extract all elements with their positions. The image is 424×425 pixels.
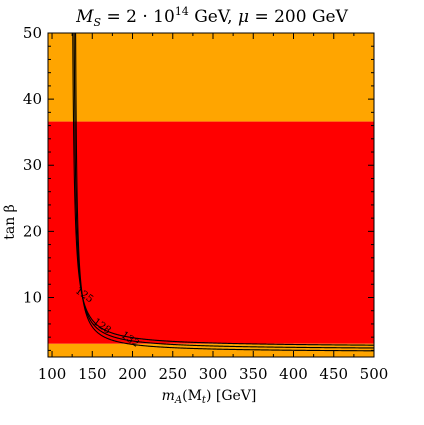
region-layer (48, 33, 374, 357)
x-tick-label: 450 (319, 365, 348, 383)
contour-128 (72, 32, 375, 349)
contour-layer (71, 32, 375, 352)
x-tick-label: 500 (360, 365, 389, 383)
chart-title: MS = 2 · 1014 GeV, μ = 200 GeV (75, 5, 348, 29)
y-tick-label: 30 (23, 156, 42, 174)
y-tick-label: 40 (23, 90, 42, 108)
region-upper (48, 33, 374, 122)
plot-frame (47, 32, 375, 358)
y-axis-label: tan β (2, 204, 18, 240)
x-tick-label: 350 (239, 365, 268, 383)
x-tick-label: 150 (78, 365, 107, 383)
x-tick-label: 300 (199, 365, 228, 383)
y-tick-label: 20 (23, 222, 42, 240)
x-axis-label: mA(Mt) [GeV] (162, 388, 257, 406)
contour-132 (74, 32, 374, 352)
y-tick-label: 10 (23, 288, 42, 306)
x-tick-label: 250 (158, 365, 187, 383)
x-tick-label: 100 (38, 365, 67, 383)
tick-layer: 100 150 200 250 300 350 400 450 500 10 20 30 40 50 (23, 24, 388, 383)
x-tick-label: 400 (279, 365, 308, 383)
region-middle (48, 121, 374, 344)
x-tick-label: 200 (118, 365, 147, 383)
contour-125 (71, 32, 375, 346)
y-tick-label: 50 (23, 24, 42, 42)
